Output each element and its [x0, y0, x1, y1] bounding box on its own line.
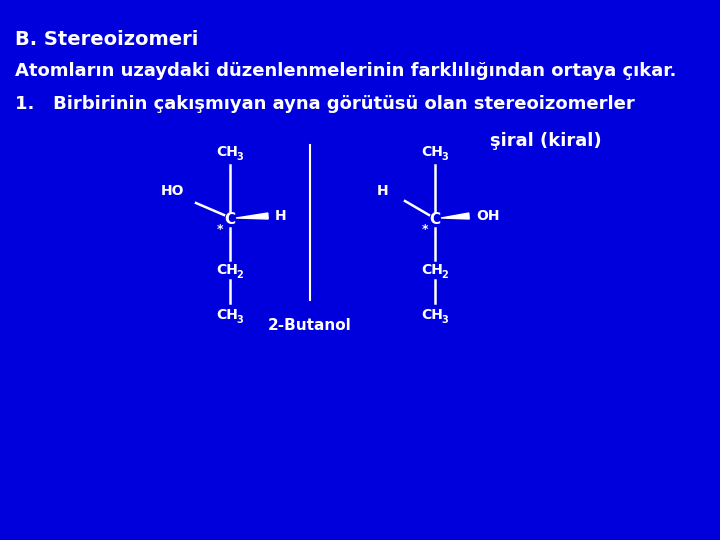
Text: 2: 2	[237, 270, 243, 280]
Text: 2: 2	[441, 270, 449, 280]
Text: 3: 3	[441, 315, 449, 325]
Text: *: *	[217, 222, 223, 235]
Text: OH: OH	[476, 209, 500, 223]
Text: 3: 3	[237, 152, 243, 162]
Text: 2-Butanol: 2-Butanol	[268, 318, 352, 333]
Text: CH: CH	[216, 145, 238, 159]
Polygon shape	[236, 213, 268, 219]
Text: C: C	[225, 213, 235, 227]
Text: CH: CH	[421, 263, 443, 277]
Text: H: H	[377, 184, 389, 198]
Text: C: C	[429, 213, 441, 227]
Text: 3: 3	[237, 315, 243, 325]
Text: B. Stereoizomeri: B. Stereoizomeri	[15, 30, 199, 49]
Text: *: *	[422, 222, 428, 235]
Text: CH: CH	[421, 145, 443, 159]
Text: H: H	[275, 209, 287, 223]
Text: CH: CH	[216, 263, 238, 277]
Text: 1.   Birbirinin çakışmıyan ayna görütüsü olan stereoizomerler: 1. Birbirinin çakışmıyan ayna görütüsü o…	[15, 95, 635, 113]
Text: Atomların uzaydaki düzenlenmelerinin farklılığından ortaya çıkar.: Atomların uzaydaki düzenlenmelerinin far…	[15, 62, 676, 80]
Text: HO: HO	[161, 184, 185, 198]
Text: CH: CH	[421, 308, 443, 322]
Text: şiral (kiral): şiral (kiral)	[490, 132, 602, 150]
Polygon shape	[441, 213, 469, 219]
Text: 3: 3	[441, 152, 449, 162]
Text: CH: CH	[216, 308, 238, 322]
